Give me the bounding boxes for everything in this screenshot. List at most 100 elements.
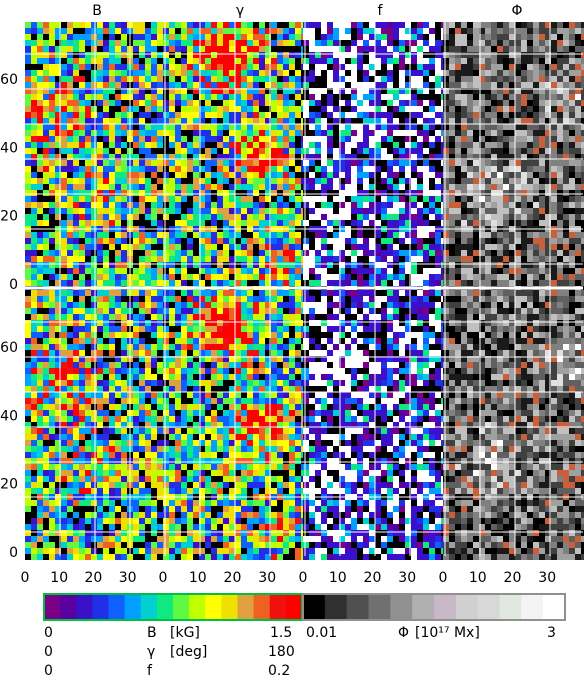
map-cell xyxy=(133,22,139,28)
map-cell xyxy=(423,88,429,94)
map-cell xyxy=(411,64,417,70)
map-cell xyxy=(533,106,539,112)
map-cell xyxy=(509,22,515,28)
map-cell xyxy=(339,124,345,130)
map-cell xyxy=(181,262,187,268)
map-cell xyxy=(43,238,49,244)
map-cell xyxy=(417,46,423,52)
map-cell xyxy=(79,458,85,464)
map-cell xyxy=(217,28,223,34)
map-cell xyxy=(145,190,151,196)
map-cell xyxy=(423,112,429,118)
map-cell xyxy=(461,124,467,130)
map-cell xyxy=(151,392,157,398)
map-cell xyxy=(145,208,151,214)
map-cell xyxy=(581,220,584,226)
map-cell xyxy=(411,34,417,40)
map-cell xyxy=(25,244,31,250)
map-cell xyxy=(259,178,265,184)
map-cell xyxy=(473,244,479,250)
map-cell xyxy=(157,22,163,28)
map-cell xyxy=(527,82,533,88)
map-cell xyxy=(31,350,37,356)
map-cell xyxy=(121,244,127,250)
map-cell xyxy=(345,184,351,190)
map-cell xyxy=(169,178,175,184)
map-cell xyxy=(527,178,533,184)
map-cell xyxy=(557,40,563,46)
map-cell xyxy=(393,280,399,286)
map-cell xyxy=(259,262,265,268)
map-cell xyxy=(247,88,253,94)
map-cell xyxy=(145,148,151,154)
map-cell xyxy=(551,28,557,34)
map-cell xyxy=(157,274,163,280)
map-cell xyxy=(55,356,61,362)
map-cell xyxy=(199,118,205,124)
map-cell xyxy=(49,410,55,416)
map-cell xyxy=(485,148,491,154)
map-cell xyxy=(333,268,339,274)
map-cell xyxy=(97,190,103,196)
map-cell xyxy=(369,202,375,208)
map-cell xyxy=(25,88,31,94)
map-cell xyxy=(581,52,584,58)
map-cell xyxy=(405,130,411,136)
map-cell xyxy=(121,196,127,202)
map-cell xyxy=(25,446,31,452)
map-cell xyxy=(497,232,503,238)
map-cell xyxy=(97,398,103,404)
map-cell xyxy=(43,166,49,172)
map-cell xyxy=(115,314,121,320)
map-cell xyxy=(455,262,461,268)
map-cell xyxy=(309,142,315,148)
map-cell xyxy=(55,202,61,208)
map-cell xyxy=(265,238,271,244)
map-cell xyxy=(539,274,545,280)
map-cell xyxy=(467,40,473,46)
map-cell xyxy=(67,148,73,154)
map-cell xyxy=(115,124,121,130)
map-cell xyxy=(205,94,211,100)
map-cell xyxy=(67,416,73,422)
map-cell xyxy=(73,238,79,244)
map-cell xyxy=(411,70,417,76)
map-cell xyxy=(449,34,455,40)
map-cell xyxy=(289,172,295,178)
map-cell xyxy=(145,380,151,386)
map-cell xyxy=(271,100,277,106)
map-cell xyxy=(121,28,127,34)
map-cell xyxy=(49,386,55,392)
map-cell xyxy=(235,280,241,286)
map-cell xyxy=(381,136,387,142)
map-cell xyxy=(151,452,157,458)
map-cell xyxy=(369,280,375,286)
map-cell xyxy=(375,106,381,112)
map-cell xyxy=(393,166,399,172)
map-cell xyxy=(157,148,163,154)
map-cell xyxy=(121,70,127,76)
map-cell xyxy=(103,274,109,280)
map-cell xyxy=(199,208,205,214)
map-cell xyxy=(43,476,49,482)
map-cell xyxy=(133,470,139,476)
map-cell xyxy=(145,202,151,208)
map-cell xyxy=(265,244,271,250)
map-cell xyxy=(241,100,247,106)
map-cell xyxy=(31,458,37,464)
map-cell xyxy=(563,136,569,142)
map-cell xyxy=(321,268,327,274)
map-cell xyxy=(289,238,295,244)
map-cell xyxy=(247,22,253,28)
map-cell xyxy=(199,112,205,118)
map-cell xyxy=(121,166,127,172)
map-cell xyxy=(133,320,139,326)
map-cell xyxy=(405,46,411,52)
map-cell xyxy=(73,190,79,196)
map-cell xyxy=(67,290,73,296)
map-cell xyxy=(85,34,91,40)
map-cell xyxy=(49,434,55,440)
map-cell xyxy=(73,386,79,392)
map-cell xyxy=(399,250,405,256)
map-cell xyxy=(405,22,411,28)
